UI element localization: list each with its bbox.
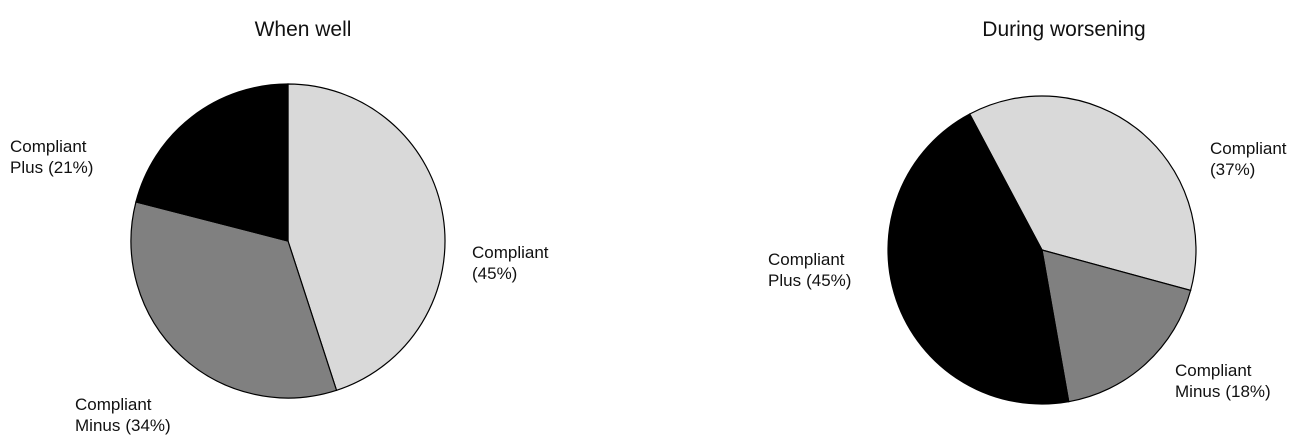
pie-slice — [968, 95, 1197, 292]
pie-slice — [887, 113, 1070, 405]
pie-slice — [287, 83, 446, 392]
chart-title: When well — [255, 18, 352, 41]
pie-slice — [130, 201, 338, 399]
slice-label: Compliant Plus — [768, 250, 849, 290]
slice-label: Compliant Minus — [75, 395, 156, 435]
chart-title: During worsening — [982, 18, 1145, 41]
slice-value-label: (34%) — [125, 416, 170, 435]
slice-label: Compliant Minus — [1175, 361, 1256, 401]
slice-value-label: (18%) — [1225, 382, 1270, 401]
slice-label: Compliant — [1210, 139, 1287, 158]
slice-label: Compliant Plus — [10, 137, 91, 177]
slice-value-label: (45%) — [806, 271, 851, 290]
slice-value-label: (21%) — [48, 158, 93, 177]
slice-label: Compliant — [472, 243, 549, 262]
pie-slice — [1041, 249, 1192, 403]
pie-slice — [135, 83, 289, 242]
slice-value-label: (45%) — [472, 264, 517, 283]
slice-value-label: (37%) — [1210, 160, 1255, 179]
